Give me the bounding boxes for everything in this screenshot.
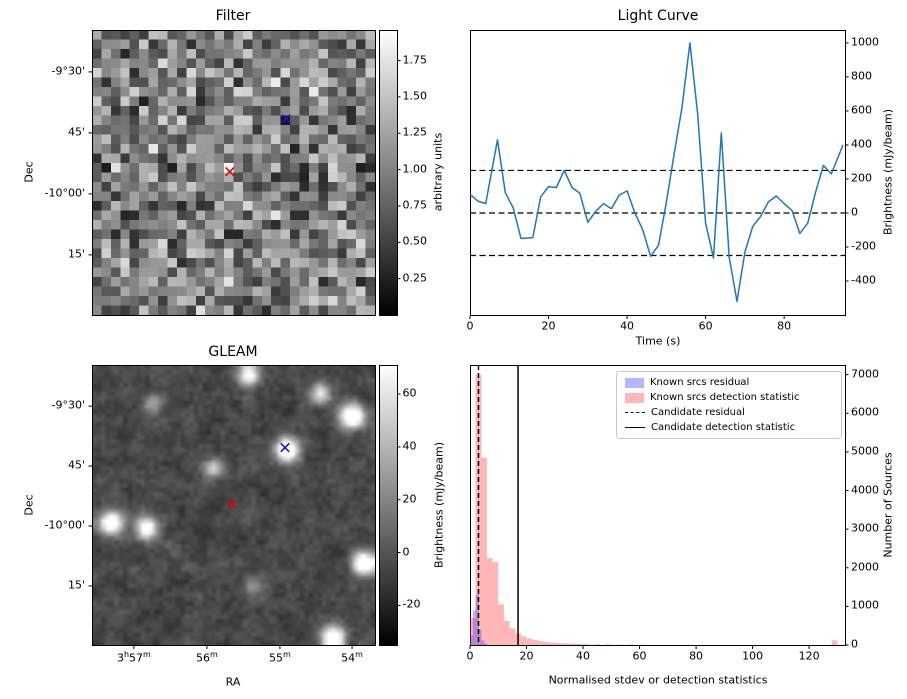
tick-label: 0 xyxy=(466,649,474,663)
tick-label: 200 xyxy=(851,171,872,185)
tick-label: 3h57m xyxy=(116,650,151,665)
tick-label: 0.75 xyxy=(402,198,428,212)
legend-label: Candidate detection statistic xyxy=(651,422,796,433)
tick-label: 1000 xyxy=(851,599,879,613)
tick-label: 15' xyxy=(67,578,85,592)
filter-ylabel: Dec xyxy=(22,161,36,183)
tick-label: 6000 xyxy=(851,405,879,419)
tick-label: 800 xyxy=(851,69,872,83)
tick-label: 100 xyxy=(742,649,764,663)
legend-item-candidate-detection: Candidate detection statistic xyxy=(625,422,833,433)
filter-image xyxy=(92,30,375,315)
histogram-ylabel: Number of Sources xyxy=(881,452,895,558)
tick-label: 120 xyxy=(798,649,820,663)
tick-label: 0 xyxy=(851,637,858,651)
tick-label: 0.50 xyxy=(402,234,428,248)
light-curve-xlabel: Time (s) xyxy=(635,334,681,348)
tick-label: 80 xyxy=(777,319,792,333)
filter-colorbar-label: arbitrary units xyxy=(431,132,445,212)
legend-label: Known srcs detection statistic xyxy=(650,392,800,403)
tick-label: 20 xyxy=(402,492,417,506)
gleam-xlabel: RA xyxy=(225,675,241,689)
legend-label: Candidate residual xyxy=(651,407,745,418)
light-curve-title: Light Curve xyxy=(617,7,699,24)
tick-label: 0 xyxy=(851,205,858,219)
tick-label: 0.25 xyxy=(402,271,428,285)
tick-label: -10°00' xyxy=(44,518,86,532)
gleam-title: GLEAM xyxy=(208,343,258,360)
tick-label: 55m xyxy=(269,650,291,665)
tick-label: 20 xyxy=(541,319,556,333)
filter-title: Filter xyxy=(215,7,251,24)
tick-label: 1.00 xyxy=(402,162,428,176)
tick-label: 15' xyxy=(67,247,85,261)
tick-label: -10°00' xyxy=(44,186,86,200)
tick-label: -20 xyxy=(402,598,421,612)
tick-label: 1.50 xyxy=(402,89,428,103)
legend: Known srcs residual Known srcs detection… xyxy=(616,371,842,439)
legend-dashed-line-sample xyxy=(625,412,645,413)
legend-item-candidate-residual: Candidate residual xyxy=(625,407,833,418)
gleam-colorbar xyxy=(379,365,397,645)
legend-patch-residual xyxy=(625,377,644,388)
tick-label: 45' xyxy=(67,125,85,139)
filter-colorbar xyxy=(379,30,397,315)
tick-label: -200 xyxy=(851,239,876,253)
tick-label: 1.75 xyxy=(402,53,428,67)
tick-label: 60 xyxy=(402,386,417,400)
legend-item-known-srcs-detection: Known srcs detection statistic xyxy=(625,392,833,403)
tick-label: -400 xyxy=(851,273,876,287)
tick-label: 40 xyxy=(620,319,635,333)
tick-label: 80 xyxy=(689,649,704,663)
tick-label: 45' xyxy=(67,458,85,472)
legend-item-known-srcs-residual: Known srcs residual xyxy=(625,377,833,388)
tick-label: 1.25 xyxy=(402,125,428,139)
tick-label: 60 xyxy=(632,649,647,663)
legend-patch-detection xyxy=(625,392,644,403)
legend-solid-line-sample xyxy=(625,427,645,428)
tick-label: 0 xyxy=(402,545,410,559)
tick-label: -9°30' xyxy=(51,64,86,78)
tick-label: 56m xyxy=(195,650,218,665)
tick-label: 20 xyxy=(519,649,534,663)
tick-label: -9°30' xyxy=(51,398,86,412)
light-curve-ylabel: Brightness (mJy/beam) xyxy=(881,108,895,236)
tick-label: 1000 xyxy=(851,35,879,49)
gleam-ylabel: Dec xyxy=(22,494,36,516)
tick-label: 2000 xyxy=(851,560,879,574)
tick-label: 400 xyxy=(851,137,872,151)
tick-label: 7000 xyxy=(851,367,879,381)
tick-label: 5000 xyxy=(851,444,879,458)
tick-label: 40 xyxy=(576,649,591,663)
tick-label: 54m xyxy=(341,650,363,665)
gleam-colorbar-label: Brightness (mJy/beam) xyxy=(432,441,446,569)
legend-label: Known srcs residual xyxy=(650,377,750,388)
tick-label: 3000 xyxy=(851,521,879,535)
tick-label: 4000 xyxy=(851,483,879,497)
tick-label: 600 xyxy=(851,103,872,117)
histogram-xlabel: Normalised stdev or detection statistics xyxy=(548,673,768,687)
tick-label: 60 xyxy=(698,319,713,333)
tick-label: 40 xyxy=(402,439,417,453)
tick-label: 0 xyxy=(466,319,474,333)
